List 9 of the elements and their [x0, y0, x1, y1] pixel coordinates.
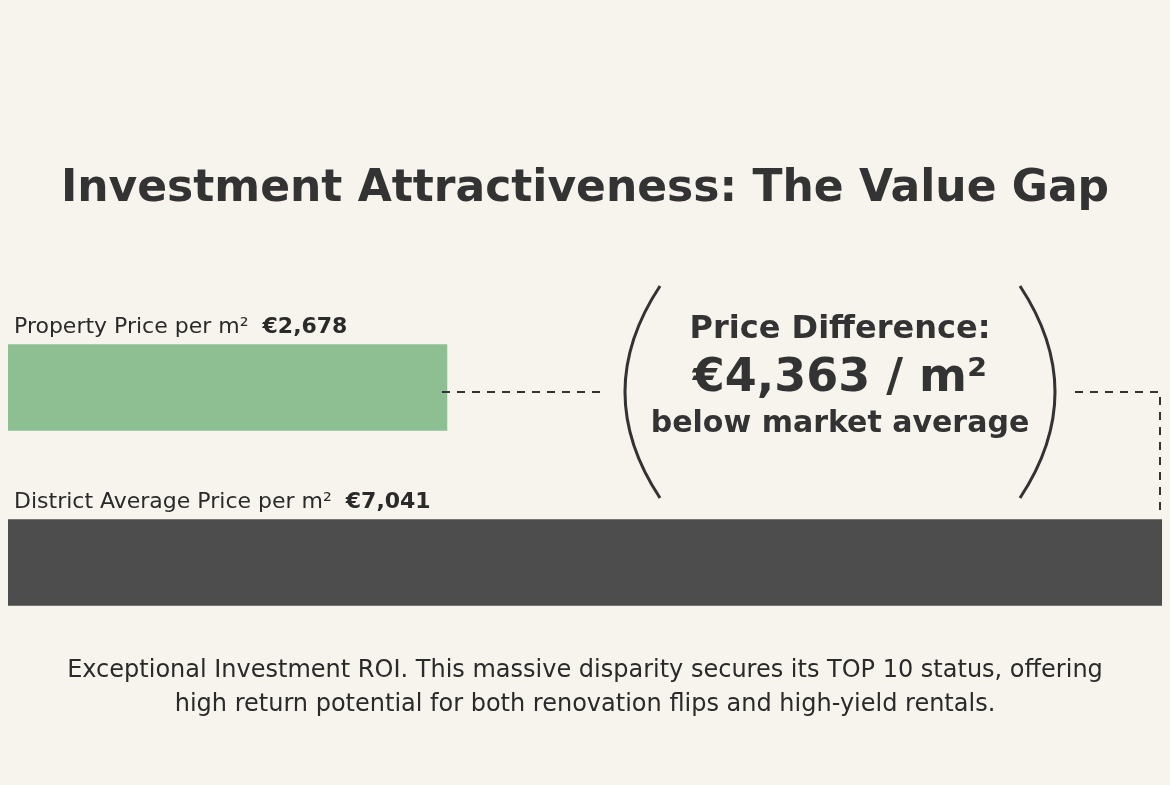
data-label: €2,678: [261, 313, 348, 339]
annotation: Price Difference:: [688, 308, 992, 346]
data-label: €7,041: [344, 488, 431, 514]
chart-title: Investment Attractiveness: The Value Gap: [59, 160, 1111, 211]
text: Exceptional Investment ROI. This massive disparity secures its TOP 10 status, offering high return potential for both renovation flips and high-yield rentals.: [66, 654, 1104, 719]
annotation: below market average: [649, 404, 1031, 439]
y-tick-label: District Average Price per m²: [14, 488, 332, 514]
annotation: €4,363 / m²: [691, 347, 989, 404]
y-tick-label: Property Price per m²: [14, 313, 249, 339]
